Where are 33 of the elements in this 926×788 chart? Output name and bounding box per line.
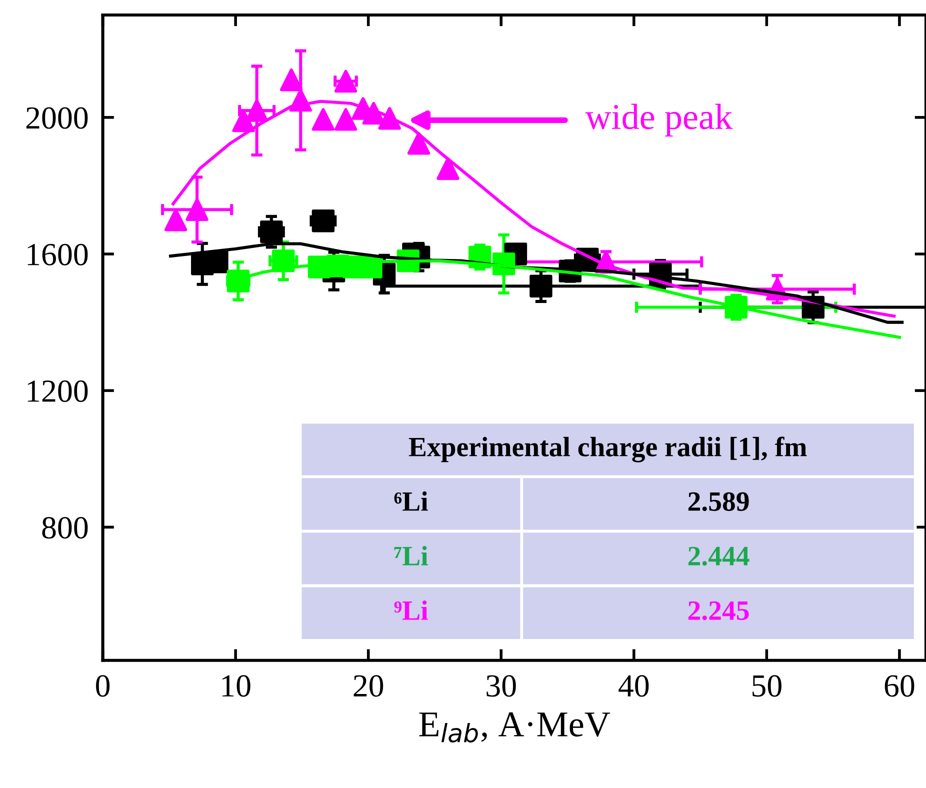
y-tick-label: 2000 (26, 107, 88, 129)
point (334, 70, 358, 93)
x-tick-label: 40 (618, 675, 649, 697)
x-tick-label: 30 (486, 675, 516, 697)
x-tick-label: 10 (222, 675, 250, 697)
x-tick-label: 60 (884, 675, 914, 697)
x-axis-title: E$_{lab}$, A·MeV (419, 712, 610, 743)
annotation: 2.589 (688, 492, 749, 512)
y-tick-label: 1200 (28, 380, 88, 402)
point (530, 274, 552, 298)
point (164, 208, 188, 232)
point (186, 198, 208, 221)
point (226, 270, 250, 292)
point (280, 68, 303, 92)
annotation: ⁶Li (394, 491, 428, 511)
point (334, 108, 358, 131)
point (436, 157, 460, 180)
y-tick-label: 800 (42, 517, 88, 539)
point (312, 210, 335, 232)
annotation: Experimental charge radii [1], fm (408, 436, 807, 462)
point (312, 108, 335, 131)
x-tick-label: 20 (354, 675, 384, 697)
annotation: 2.245 (688, 601, 749, 620)
point (407, 132, 430, 155)
annotation: ⁷Li (394, 546, 428, 566)
annotation: wide peak (585, 104, 733, 137)
y-tick-label: 1600 (28, 244, 88, 266)
x-tick-label: 0 (96, 675, 110, 697)
point (260, 220, 283, 244)
x-tick-label: 50 (752, 675, 782, 697)
annotation: ⁹Li (394, 600, 428, 620)
point (206, 250, 228, 274)
annotation: 2.444 (688, 546, 750, 566)
